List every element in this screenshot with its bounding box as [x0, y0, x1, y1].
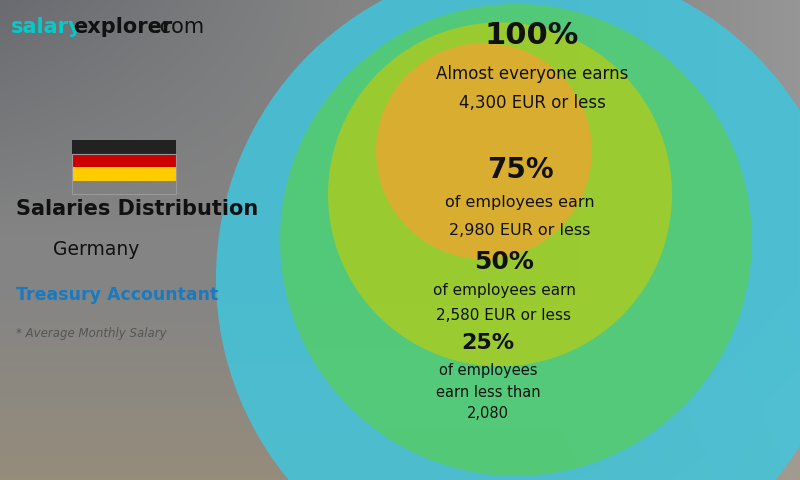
- Bar: [72, 167, 176, 181]
- Bar: [72, 140, 176, 154]
- Ellipse shape: [280, 4, 752, 476]
- Text: of employees earn: of employees earn: [445, 195, 595, 210]
- Ellipse shape: [216, 0, 800, 480]
- Bar: [72, 154, 176, 167]
- Ellipse shape: [376, 43, 592, 259]
- Text: earn less than: earn less than: [436, 385, 540, 400]
- Text: .com: .com: [154, 17, 205, 37]
- Text: explorer: explorer: [74, 17, 173, 37]
- Text: 75%: 75%: [486, 156, 554, 184]
- Text: Germany: Germany: [53, 240, 139, 259]
- Text: salary: salary: [10, 17, 82, 37]
- Text: 2,580 EUR or less: 2,580 EUR or less: [437, 308, 571, 324]
- Text: 25%: 25%: [462, 333, 514, 353]
- Text: of employees: of employees: [438, 363, 538, 378]
- Text: Salaries Distribution: Salaries Distribution: [16, 199, 258, 219]
- Text: 4,300 EUR or less: 4,300 EUR or less: [458, 94, 606, 112]
- Text: 2,080: 2,080: [467, 406, 509, 421]
- Bar: [72, 154, 176, 194]
- Text: 100%: 100%: [485, 22, 579, 50]
- Text: Almost everyone earns: Almost everyone earns: [436, 65, 628, 84]
- Text: of employees earn: of employees earn: [433, 283, 575, 298]
- Text: * Average Monthly Salary: * Average Monthly Salary: [16, 327, 166, 340]
- Text: 2,980 EUR or less: 2,980 EUR or less: [450, 223, 590, 238]
- Ellipse shape: [328, 23, 672, 366]
- Text: Treasury Accountant: Treasury Accountant: [16, 286, 218, 304]
- Text: 50%: 50%: [474, 250, 534, 274]
